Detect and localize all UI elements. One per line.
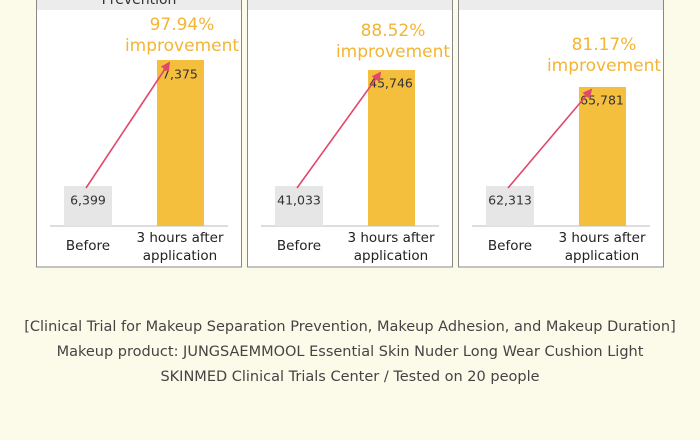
before-bar — [275, 186, 323, 226]
improvement-word: improvement — [336, 42, 450, 62]
after-value: 7,375 — [162, 67, 198, 82]
before-value: 62,313 — [488, 193, 532, 208]
before-value: 6,399 — [70, 193, 106, 208]
after-label: application — [565, 248, 639, 264]
footer-line: Makeup product: JUNGSAEMMOOL Essential S… — [57, 344, 644, 360]
panel-title: Prevention — [102, 0, 177, 8]
before-label: Before — [277, 238, 321, 254]
improvement-value: 97.94% — [150, 15, 215, 35]
after-label: 3 hours after — [347, 230, 435, 246]
before-bar — [64, 186, 112, 226]
improvement-value: 81.17% — [572, 35, 637, 55]
footer-line: SKINMED Clinical Trials Center / Tested … — [160, 369, 539, 385]
after-bar — [368, 70, 415, 226]
after-label: application — [354, 248, 428, 264]
improvement-word: improvement — [547, 56, 661, 76]
improvement-word: improvement — [125, 36, 239, 56]
after-label: application — [143, 248, 217, 264]
arrow — [507, 88, 593, 189]
after-bar — [579, 87, 626, 226]
arrow — [85, 61, 171, 189]
panel-header — [459, 0, 663, 10]
panel-header — [37, 0, 241, 10]
before-value: 41,033 — [277, 193, 321, 208]
before-label: Before — [66, 238, 110, 254]
after-label: 3 hours after — [558, 230, 646, 246]
arrow — [296, 71, 382, 189]
improvement-value: 88.52% — [361, 21, 426, 41]
footer-line: [Clinical Trial for Makeup Separation Pr… — [24, 319, 676, 335]
before-bar — [486, 186, 534, 226]
panel-header — [248, 0, 452, 10]
before-label: Before — [488, 238, 532, 254]
after-label: 3 hours after — [136, 230, 224, 246]
panels: Prevention6,3997,37597.94%improvementBef… — [36, 0, 664, 268]
after-bar — [157, 60, 204, 226]
